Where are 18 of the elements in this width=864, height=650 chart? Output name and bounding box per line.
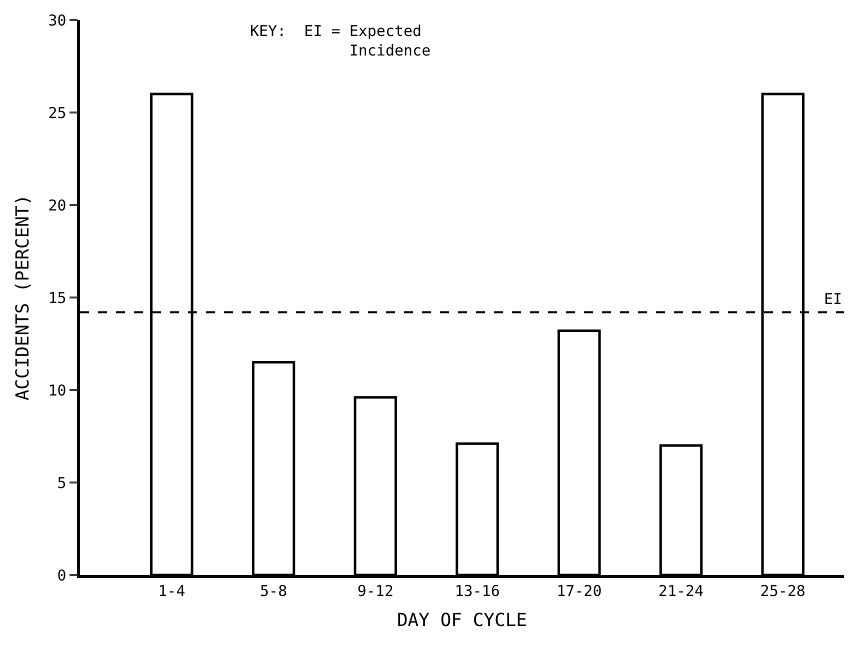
y-tick-label: 30 bbox=[48, 11, 66, 30]
y-tick-label: 0 bbox=[57, 566, 66, 584]
x-tick-label: 13-16 bbox=[454, 582, 500, 600]
x-tick-label: 5-8 bbox=[260, 582, 288, 600]
x-tick-label: 1-4 bbox=[158, 582, 186, 600]
y-tick-label: 20 bbox=[48, 196, 66, 214]
x-tick-label: 21-24 bbox=[658, 582, 704, 600]
y-tick-label: 15 bbox=[48, 288, 66, 307]
y-axis-title: ACCIDENTS (PERCENT) bbox=[12, 194, 34, 400]
y-tick-label: 25 bbox=[48, 104, 66, 122]
x-tick-label: 17-20 bbox=[556, 582, 602, 600]
annotation: KEY: EI = Expected Incidence bbox=[250, 22, 431, 60]
ref-line-label: EI bbox=[824, 290, 842, 308]
x-tick-label: 25-28 bbox=[760, 582, 806, 600]
x-axis-title: DAY OF CYCLE bbox=[396, 610, 528, 631]
x-tick-label: 9-12 bbox=[357, 582, 394, 600]
y-tick-label: 10 bbox=[48, 381, 66, 400]
y-tick-label: 5 bbox=[57, 474, 66, 492]
